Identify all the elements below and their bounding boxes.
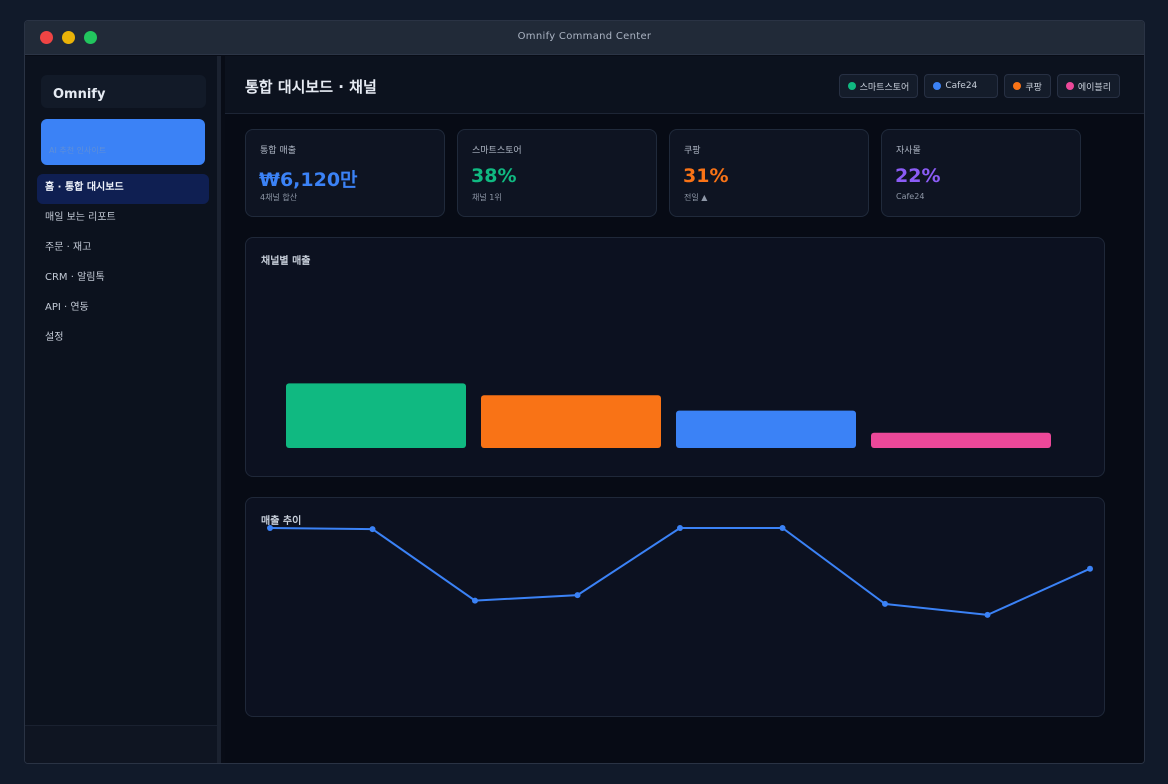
kpi-label: 통합 매출 xyxy=(260,146,296,156)
line-chart xyxy=(267,525,1093,618)
data-point-9[interactable] xyxy=(1087,565,1093,572)
brand-logo[interactable]: Omnify xyxy=(41,75,206,108)
sidebar-item-api[interactable]: API · 연동 xyxy=(45,302,89,313)
sidebar-footer xyxy=(25,725,217,763)
sales-trend-panel: 매출 추이 xyxy=(245,497,1105,717)
chip-label: 에이블리 xyxy=(1077,82,1111,93)
kpi-value: 31% xyxy=(683,165,729,187)
chip-label: 쿠팡 xyxy=(1025,82,1042,93)
kpi-sub: 전일 ▲ xyxy=(684,193,708,202)
minimize-window-button[interactable] xyxy=(62,31,75,44)
maximize-window-button[interactable] xyxy=(84,31,97,44)
sidebar-item-dashboard[interactable]: 홈 · 통합 대시보드 xyxy=(37,174,209,204)
chip-label: 스마트스토어 xyxy=(859,82,910,93)
panel-title: 매출 추이 xyxy=(261,516,302,527)
data-point-1[interactable] xyxy=(267,525,273,531)
sidebar-item-settings[interactable]: 설정 xyxy=(45,332,64,343)
sidebar: Omnify AI 추천 인사이트 홈 · 통합 대시보드 매일 보는 리포트 … xyxy=(25,56,221,763)
kpi-value: 22% xyxy=(895,165,941,187)
kpi-card-own-mall[interactable]: 자사몰 22% Cafe24 xyxy=(881,129,1081,217)
data-point-4[interactable] xyxy=(574,592,581,599)
data-point-8[interactable] xyxy=(984,611,991,618)
chip-smartstore[interactable]: 스마트스토어 xyxy=(838,74,919,98)
page-header: 통합 대시보드 · 채널 스마트스토어 Cafe24 쿠팡 에이블리 xyxy=(225,56,1144,114)
sidebar-item-daily-report[interactable]: 매일 보는 리포트 xyxy=(45,212,116,223)
bar-2[interactable] xyxy=(481,395,661,448)
sidebar-item-orders[interactable]: 주문 · 재고 xyxy=(45,242,92,253)
kpi-card-total-sales[interactable]: 통합 매출 ₩6,120만 4채널 합산 xyxy=(245,129,445,217)
window-title: Omnify Command Center xyxy=(517,31,652,42)
promo-card[interactable]: AI 추천 인사이트 xyxy=(41,119,205,165)
close-window-button[interactable] xyxy=(40,31,53,44)
channel-sales-panel: 채널별 매출 xyxy=(245,237,1105,477)
data-point-2[interactable] xyxy=(369,526,376,533)
page-title: 통합 대시보드 · 채널 xyxy=(245,78,377,96)
data-point-7[interactable] xyxy=(882,600,888,607)
data-point-3[interactable] xyxy=(472,597,478,604)
kpi-sub: 채널 1위 xyxy=(472,193,502,202)
chip-cafe24[interactable]: Cafe24 xyxy=(924,74,999,98)
kpi-sub: Cafe24 xyxy=(896,192,925,201)
chip-ably[interactable]: 에이블리 xyxy=(1056,74,1120,98)
kpi-label: 스마트스토어 xyxy=(472,146,522,156)
chip-coupang[interactable]: 쿠팡 xyxy=(1004,74,1051,98)
sidebar-nav: 홈 · 통합 대시보드 매일 보는 리포트 주문 · 재고 CRM · 알림톡 … xyxy=(37,174,209,354)
dot-icon xyxy=(1065,82,1074,90)
channel-filter-chips: 스마트스토어 Cafe24 쿠팡 에이블리 xyxy=(838,74,1120,98)
kpi-value: ₩6,120만 xyxy=(259,169,358,191)
bar-3[interactable] xyxy=(676,410,856,448)
dot-icon xyxy=(847,82,856,90)
kpi-card-coupang[interactable]: 쿠팡 31% 전일 ▲ xyxy=(669,129,869,217)
data-point-6[interactable] xyxy=(779,525,786,531)
kpi-card-smartstore[interactable]: 스마트스토어 38% 채널 1위 xyxy=(457,129,657,217)
main-content: 통합 대시보드 · 채널 스마트스토어 Cafe24 쿠팡 에이블리 xyxy=(225,56,1144,763)
kpi-label: 자사몰 xyxy=(896,146,921,156)
kpi-sub: 4채널 합산 xyxy=(260,193,298,202)
kpi-row: 통합 매출 ₩6,120만 4채널 합산 스마트스토어 38% 채널 1위 쿠팡… xyxy=(245,129,1081,217)
data-point-5[interactable] xyxy=(677,525,683,531)
sidebar-item-crm[interactable]: CRM · 알림톡 xyxy=(45,272,105,283)
dot-icon xyxy=(1013,82,1022,90)
chip-label: Cafe24 xyxy=(945,81,978,91)
promo-text: AI 추천 인사이트 xyxy=(49,146,107,155)
title-bar: Omnify Command Center xyxy=(25,21,1144,55)
bar-4[interactable] xyxy=(871,432,1051,448)
kpi-value: 38% xyxy=(471,165,517,187)
panel-title: 채널별 매출 xyxy=(261,256,311,267)
bar-chart xyxy=(286,383,1051,448)
bar-1[interactable] xyxy=(286,383,466,448)
app-window: Omnify Command Center Omnify AI 추천 인사이트 … xyxy=(24,20,1145,764)
dot-icon xyxy=(933,82,942,90)
series-line xyxy=(269,527,1091,616)
kpi-label: 쿠팡 xyxy=(684,146,701,156)
